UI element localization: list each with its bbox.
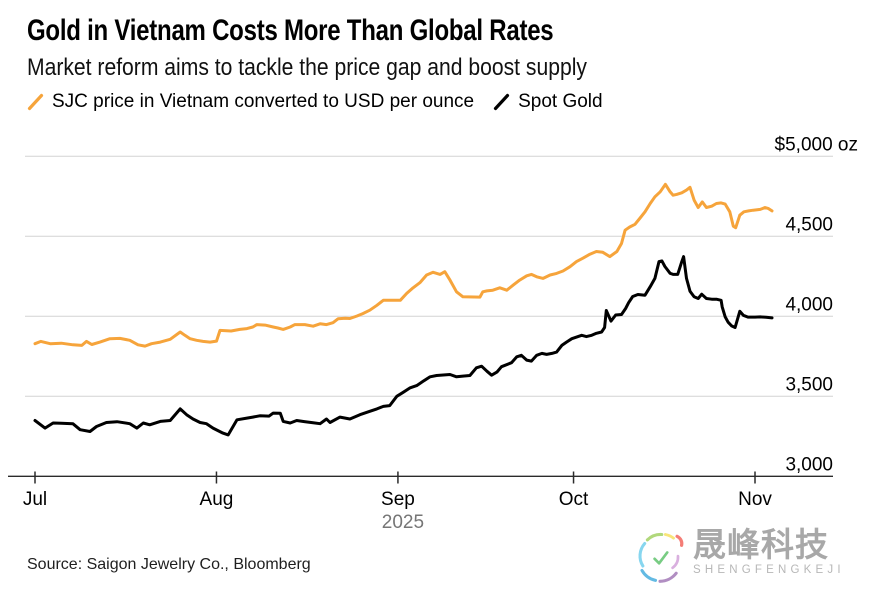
watermark-logo-icon	[638, 532, 684, 583]
x-axis-label: Aug	[200, 489, 234, 510]
watermark: 晟峰科技 SHENGFENGKEJI	[633, 528, 845, 586]
legend-label-sjc: SJC price in Vietnam converted to USD pe…	[52, 91, 475, 112]
y-axis-label: 4,000	[785, 294, 833, 315]
series-line-sjc	[33, 182, 774, 348]
legend-item-spot-gold: Spot Gold	[493, 91, 603, 113]
y-axis-label: 3,500	[785, 374, 833, 395]
legend-item-sjc: SJC price in Vietnam converted to USD pe…	[27, 91, 474, 113]
page-title: Gold in Vietnam Costs More Than Global R…	[27, 14, 554, 47]
chart-legend: SJC price in Vietnam converted to USD pe…	[27, 91, 603, 113]
y-axis-label: $5,000 oz	[775, 134, 858, 155]
y-axis-label: 4,500	[785, 214, 833, 235]
series-line-spot-gold	[33, 255, 774, 437]
watermark-text: 晟峰科技 SHENGFENGKEJI	[693, 528, 845, 576]
source-note: Source: Saigon Jewelry Co., Bloomberg	[27, 556, 311, 573]
spot-gold-slash-icon	[493, 93, 510, 111]
x-axis-label: Sep	[381, 489, 415, 510]
legend-label-spot-gold: Spot Gold	[518, 91, 603, 112]
year-label: 2025	[382, 512, 424, 533]
watermark-title: 晟峰科技	[693, 526, 829, 563]
x-axis-label: Oct	[559, 489, 589, 510]
y-axis-label: 3,000	[785, 454, 833, 475]
x-axis-label: Jul	[23, 489, 47, 510]
page-subtitle: Market reform aims to tackle the price g…	[27, 54, 587, 81]
x-axis-label: Nov	[738, 489, 772, 510]
watermark-subtitle: SHENGFENGKEJI	[693, 564, 845, 576]
sjc-slash-icon	[27, 93, 44, 111]
